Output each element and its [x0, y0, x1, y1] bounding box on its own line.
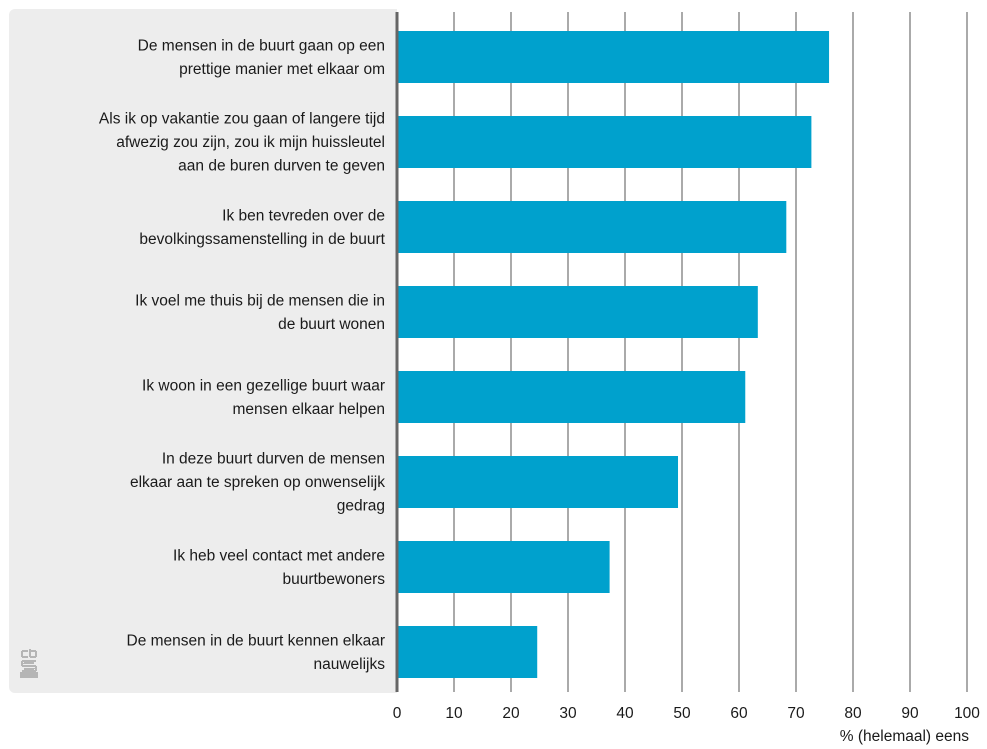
category-label: aan de buren durven te geven: [178, 158, 385, 175]
category-label: nauwelijks: [313, 656, 385, 673]
category-label: afwezig zou zijn, zou ik mijn huissleute…: [116, 134, 385, 151]
bar: [397, 371, 746, 423]
bar: [397, 201, 787, 253]
tick-label: 50: [673, 705, 691, 722]
cbs-logo-stroke: [21, 650, 28, 658]
category-label: De mensen in de buurt kennen elkaar: [127, 632, 386, 649]
tick-label: 90: [901, 705, 919, 722]
tick-label: 80: [844, 705, 862, 722]
cbs-logo-stroke: [23, 662, 35, 670]
bar: [397, 31, 830, 83]
category-label: bevolkingssamenstelling in de buurt: [139, 231, 385, 248]
tick-label: 60: [730, 705, 748, 722]
cbs-logo-stroke: [29, 649, 37, 658]
bar: [397, 286, 758, 338]
category-label: In deze buurt durven de mensen: [162, 451, 385, 468]
tick-label: 40: [616, 705, 634, 722]
category-label: Ik ben tevreden over de: [222, 207, 385, 224]
tick-label: 20: [502, 705, 520, 722]
tick-label: 0: [393, 705, 402, 722]
category-label: De mensen in de buurt gaan op een: [138, 37, 385, 54]
bar: [397, 541, 610, 593]
category-label: mensen elkaar helpen: [232, 401, 385, 418]
category-label: elkaar aan te spreken op onwenselijk: [130, 474, 385, 491]
cbs-logo-stroke: [21, 660, 37, 672]
category-labels: De mensen in de buurt gaan op een prettig…: [99, 37, 386, 673]
category-label: prettige manier met elkaar om: [179, 61, 385, 78]
tick-label: 100: [954, 705, 980, 722]
category-label: Ik heb veel contact met andere: [173, 547, 385, 564]
tick-label: 10: [445, 705, 463, 722]
category-label: buurtbewoners: [282, 571, 385, 588]
tick-label: 30: [559, 705, 577, 722]
bar: [397, 456, 679, 508]
x-axis-ticks: 0 10 20 30 40 50 60 70 80 90 100: [393, 705, 981, 722]
bar-layer: [395, 12, 830, 692]
category-label: de buurt wonen: [278, 316, 385, 333]
category-label: gedrag: [337, 498, 385, 515]
cbs-logo: [20, 649, 38, 678]
tick-label: 70: [787, 705, 805, 722]
x-axis-title: % (helemaal) eens: [840, 728, 969, 745]
category-label: Als ik op vakantie zou gaan of langere t…: [99, 111, 385, 128]
bar: [397, 626, 538, 678]
bar: [397, 116, 812, 168]
label-panel: [9, 9, 397, 693]
category-label: Ik voel me thuis bij de mensen die in: [135, 292, 385, 309]
cbs-logo-stroke: [20, 672, 38, 678]
category-label: Ik woon in een gezellige buurt waar: [142, 377, 385, 394]
